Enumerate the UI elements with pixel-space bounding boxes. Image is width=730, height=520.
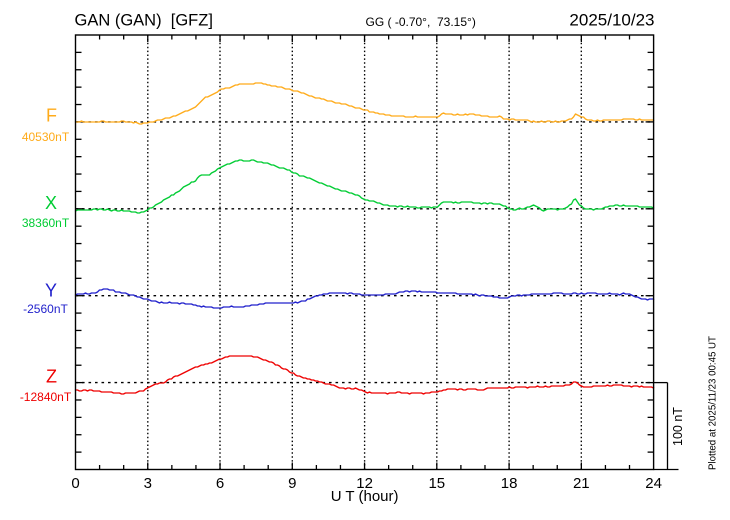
svg-text:Z: Z	[46, 367, 57, 387]
svg-text:24: 24	[645, 475, 662, 492]
svg-text:12: 12	[356, 475, 373, 492]
svg-text:15: 15	[428, 475, 445, 492]
svg-text:F: F	[46, 105, 57, 125]
svg-text:GAN (GAN) [GFZ]: GAN (GAN) [GFZ]	[75, 12, 213, 30]
svg-text:40530nT: 40530nT	[22, 130, 70, 144]
svg-text:3: 3	[144, 475, 152, 492]
svg-text:21: 21	[573, 475, 590, 492]
svg-text:-2560nT: -2560nT	[23, 302, 68, 316]
svg-text:9: 9	[288, 475, 296, 492]
svg-text:6: 6	[216, 475, 224, 492]
svg-text:100 nT: 100 nT	[671, 407, 685, 446]
svg-text:2025/10/23: 2025/10/23	[569, 11, 654, 30]
svg-text:-12840nT: -12840nT	[20, 390, 72, 404]
svg-text:GG ( -0.70°, 73.15°): GG ( -0.70°, 73.15°)	[366, 15, 476, 29]
svg-text:Plotted at 2025/11/23 00:45 UT: Plotted at 2025/11/23 00:45 UT	[708, 336, 719, 470]
svg-text:38360nT: 38360nT	[22, 216, 70, 230]
svg-text:U T (hour): U T (hour)	[331, 488, 399, 505]
svg-text:0: 0	[71, 475, 79, 492]
svg-text:X: X	[45, 193, 57, 213]
svg-text:Y: Y	[45, 281, 57, 301]
svg-text:18: 18	[501, 475, 518, 492]
